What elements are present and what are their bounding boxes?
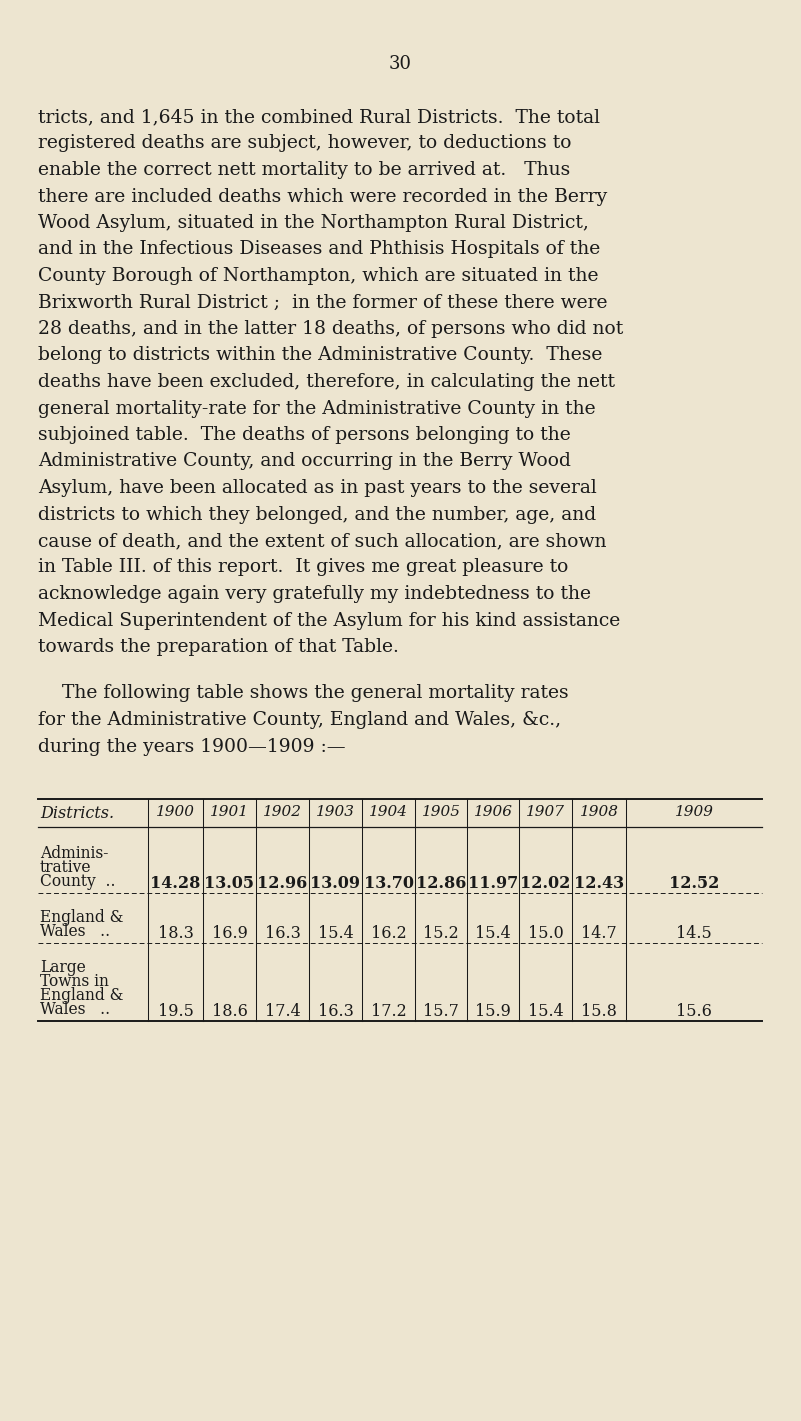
Text: 11.97: 11.97 [468,875,518,892]
Text: districts to which they belonged, and the number, age, and: districts to which they belonged, and th… [38,506,596,523]
Text: 16.9: 16.9 [211,925,248,942]
Text: 15.8: 15.8 [581,1003,617,1020]
Text: Medical Superintendent of the Asylum for his kind assistance: Medical Superintendent of the Asylum for… [38,611,620,630]
Text: 14.7: 14.7 [581,925,617,942]
Text: belong to districts within the Administrative County.  These: belong to districts within the Administr… [38,347,602,365]
Text: 12.43: 12.43 [574,875,624,892]
Text: 15.7: 15.7 [423,1003,459,1020]
Text: Adminis-: Adminis- [40,845,108,863]
Text: 1909: 1909 [674,806,714,818]
Text: 1901: 1901 [210,806,249,818]
Text: 18.6: 18.6 [211,1003,248,1020]
Text: Wales   ..: Wales .. [40,1000,110,1017]
Text: 12.02: 12.02 [521,875,570,892]
Text: during the years 1900—1909 :—: during the years 1900—1909 :— [38,737,345,756]
Text: cause of death, and the extent of such allocation, are shown: cause of death, and the extent of such a… [38,531,606,550]
Text: there are included deaths which were recorded in the Berry: there are included deaths which were rec… [38,188,607,206]
Text: 1908: 1908 [579,806,618,818]
Text: 15.6: 15.6 [676,1003,712,1020]
Text: County  ..: County .. [40,872,115,890]
Text: deaths have been excluded, therefore, in calculating the nett: deaths have been excluded, therefore, in… [38,372,615,391]
Text: 16.2: 16.2 [371,925,406,942]
Text: 16.3: 16.3 [317,1003,353,1020]
Text: 17.4: 17.4 [264,1003,300,1020]
Text: 13.70: 13.70 [364,875,413,892]
Text: 15.4: 15.4 [528,1003,563,1020]
Text: Towns in: Towns in [40,973,109,990]
Text: 1902: 1902 [263,806,302,818]
Text: 15.4: 15.4 [318,925,353,942]
Text: general mortality-rate for the Administrative County in the: general mortality-rate for the Administr… [38,399,596,418]
Text: 1907: 1907 [526,806,565,818]
Text: 13.09: 13.09 [311,875,360,892]
Text: 1900: 1900 [156,806,195,818]
Text: 18.3: 18.3 [158,925,193,942]
Text: 19.5: 19.5 [158,1003,193,1020]
Text: Districts.: Districts. [40,806,114,821]
Text: 1904: 1904 [369,806,408,818]
Text: 1903: 1903 [316,806,355,818]
Text: 15.9: 15.9 [475,1003,511,1020]
Text: 12.52: 12.52 [669,875,719,892]
Text: trative: trative [40,860,91,875]
Text: enable the correct nett mortality to be arrived at.   Thus: enable the correct nett mortality to be … [38,161,570,179]
Text: 30: 30 [388,55,412,72]
Text: 14.28: 14.28 [151,875,201,892]
Text: Wales   ..: Wales .. [40,924,110,941]
Text: subjoined table.  The deaths of persons belonging to the: subjoined table. The deaths of persons b… [38,426,571,443]
Text: in Table III. of this report.  It gives me great pleasure to: in Table III. of this report. It gives m… [38,558,569,577]
Text: County Borough of Northampton, which are situated in the: County Borough of Northampton, which are… [38,267,598,286]
Text: Asylum, have been allocated as in past years to the several: Asylum, have been allocated as in past y… [38,479,597,497]
Text: Administrative County, and occurring in the Berry Wood: Administrative County, and occurring in … [38,452,571,470]
Text: Large: Large [40,959,86,976]
Text: 14.5: 14.5 [676,925,712,942]
Text: 28 deaths, and in the latter 18 deaths, of persons who did not: 28 deaths, and in the latter 18 deaths, … [38,320,623,338]
Text: for the Administrative County, England and Wales, &c.,: for the Administrative County, England a… [38,710,562,729]
Text: 12.96: 12.96 [257,875,308,892]
Text: 16.3: 16.3 [264,925,300,942]
Text: Wood Asylum, situated in the Northampton Rural District,: Wood Asylum, situated in the Northampton… [38,215,589,232]
Text: acknowledge again very gratefully my indebtedness to the: acknowledge again very gratefully my ind… [38,585,591,603]
Text: England &: England & [40,909,123,926]
Text: 15.2: 15.2 [423,925,459,942]
Text: towards the preparation of that Table.: towards the preparation of that Table. [38,638,399,657]
Text: registered deaths are subject, however, to deductions to: registered deaths are subject, however, … [38,135,571,152]
Text: 15.4: 15.4 [475,925,511,942]
Text: 15.0: 15.0 [528,925,563,942]
Text: 12.86: 12.86 [416,875,466,892]
Text: 17.2: 17.2 [371,1003,406,1020]
Text: 1905: 1905 [421,806,461,818]
Text: The following table shows the general mortality rates: The following table shows the general mo… [38,685,569,702]
Text: England &: England & [40,988,123,1005]
Text: 1906: 1906 [473,806,513,818]
Text: tricts, and 1,645 in the combined Rural Districts.  The total: tricts, and 1,645 in the combined Rural … [38,108,600,126]
Text: 13.05: 13.05 [204,875,255,892]
Text: Brixworth Rural District ;  in the former of these there were: Brixworth Rural District ; in the former… [38,294,607,311]
Text: and in the Infectious Diseases and Phthisis Hospitals of the: and in the Infectious Diseases and Phthi… [38,240,600,259]
